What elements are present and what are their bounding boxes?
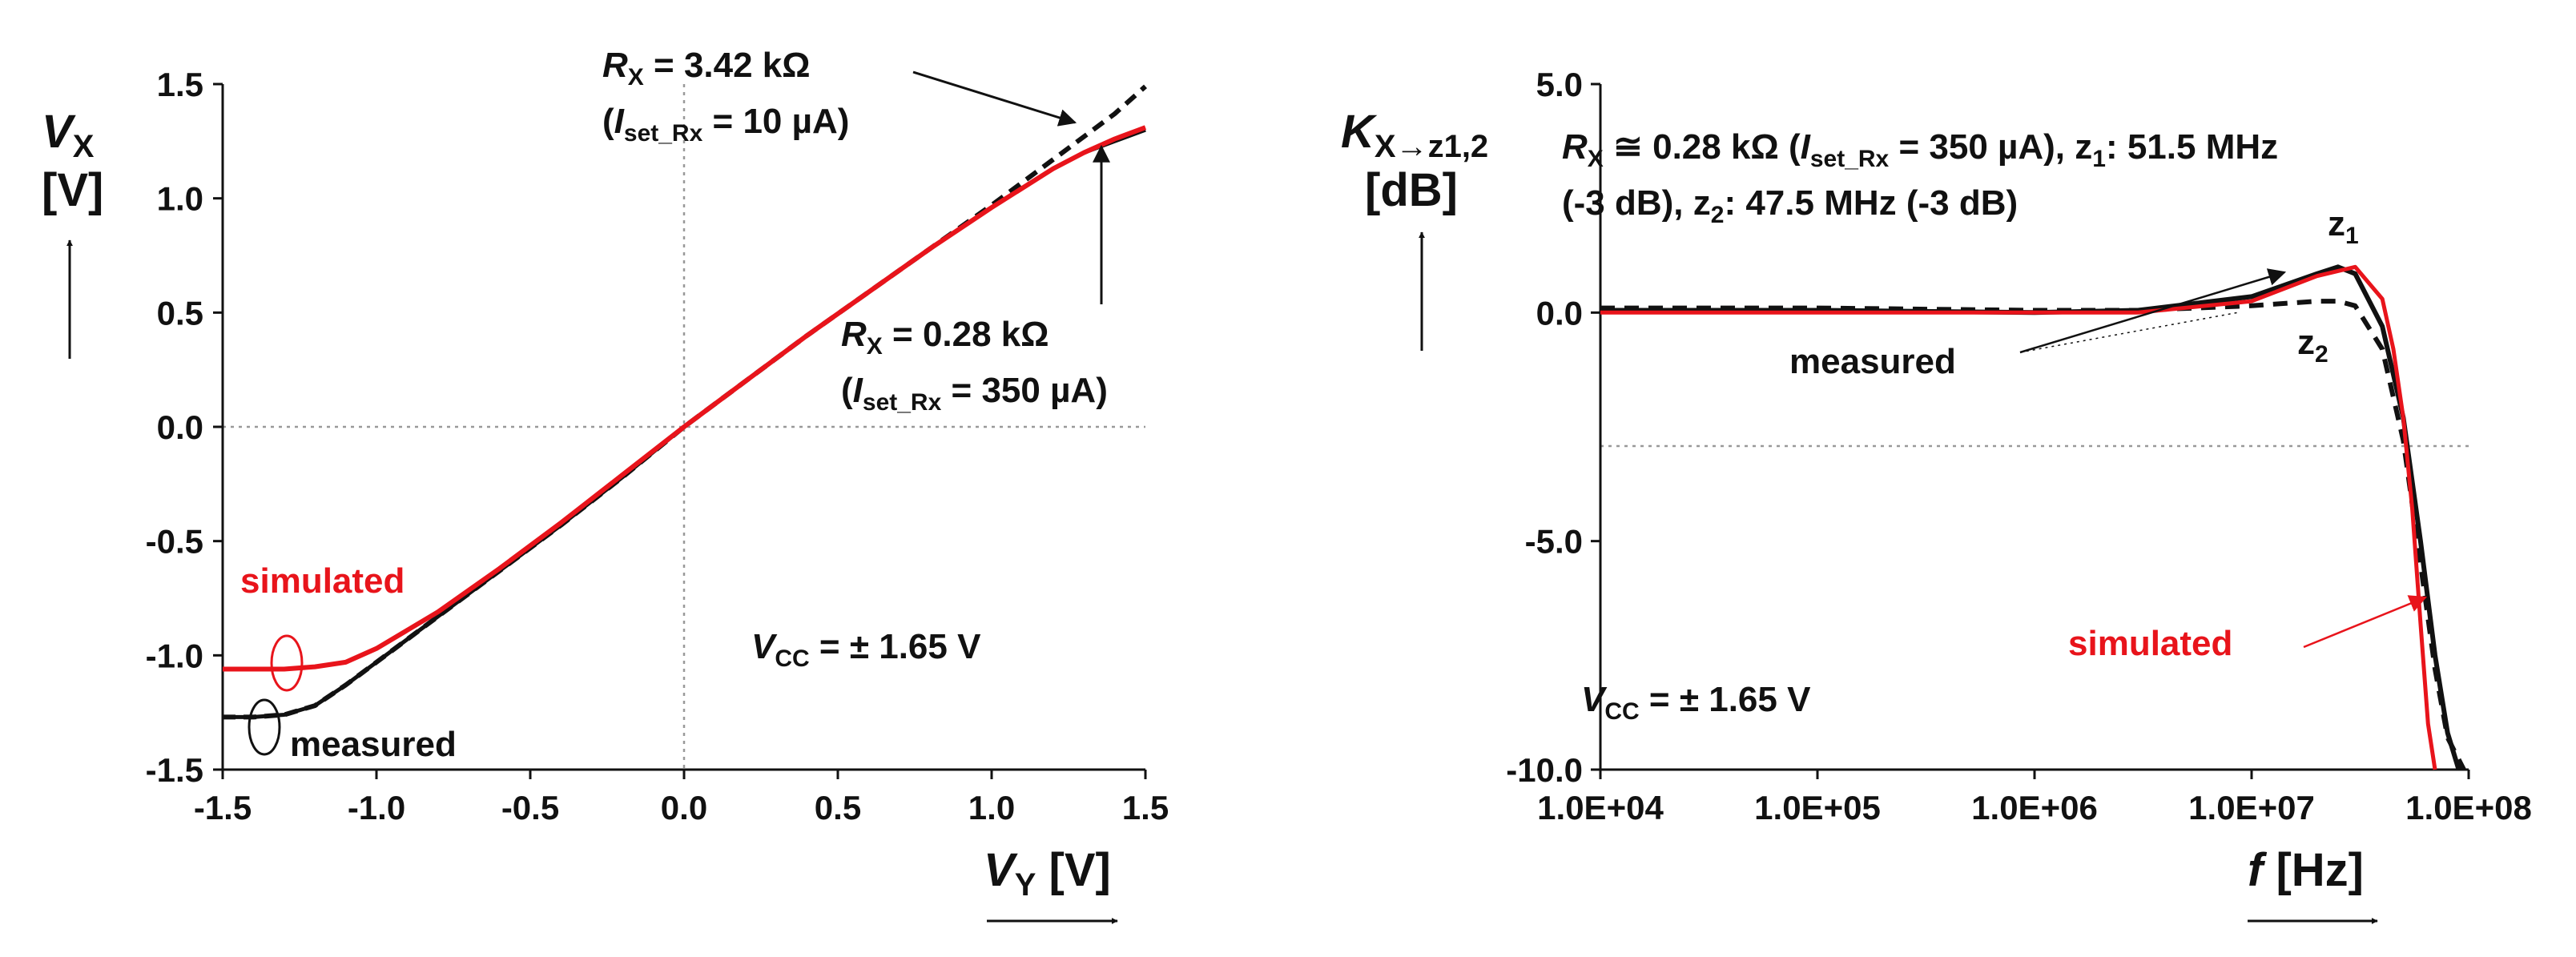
right-label-measured: measured [1789,342,1956,381]
right-label-z2: z2 [2297,323,2328,368]
chart-vx-vs-vy: 1.5 1.0 0.5 0.0 -0.5 -1.0 -1.5 -1.5 -1.0 -0.5 0.0… [42,46,1169,924]
right-x-tick-label: 1.0E+07 [2188,789,2315,826]
left-x-tick-label: 1.5 [1122,789,1169,826]
right-y-tick-label: 5.0 [1536,66,1583,103]
left-annotation-iset-low: (Iset_Rx = 350 µA) [841,371,1108,416]
right-arrow-measured-z2 [2019,312,2240,353]
right-arrow-measured-z1 [2019,268,2287,354]
left-series-layer [223,84,1147,720]
left-x-tick-label: 1.0 [968,789,1015,826]
chart-gain-vs-frequency: 5.00.0-5.0-10.0 1.0E+04 1.0E+05 1.0E+06 1.0… [1341,66,2532,924]
left-label-measured: measured [290,725,457,764]
left-y-tick-label: 0.0 [157,408,203,446]
left-y-tick-label: 1.5 [157,66,203,103]
right-series-measured-z2 [1600,299,2466,771]
right-x-tick-label: 1.0E+04 [1537,789,1664,826]
left-x-tick-label: -0.5 [501,789,559,826]
left-y-tick-label: -1.0 [146,637,203,674]
right-x-tick-label: 1.0E+08 [2405,789,2532,826]
left-label-simulated: simulated [240,561,405,601]
left-x-tick-label: -1.5 [194,789,252,826]
right-y-ticks: 5.0 0.0 -5.0 -10.0 [1506,66,1600,789]
left-y-tick-label: -1.5 [146,751,203,789]
left-series-simulated [223,125,1147,672]
right-annotation-line1: RX ≅ 0.28 kΩ (Iset_Rx = 350 µA), z1: 51.… [1562,127,2278,172]
left-y-unit: [V] [42,164,103,216]
left-x-title: VY [V] [984,844,1111,903]
right-x-title: f [Hz] [2248,844,2364,896]
left-y-ticks: 1.5 1.0 0.5 0.0 -0.5 -1.0 -1.5 [146,66,223,789]
left-annotation-vcc: VCC = ± 1.65 V [751,627,981,672]
left-y-title: VX [42,106,95,164]
right-y-tick-label: -10.0 [1506,751,1583,789]
left-measured-marker-ellipse [248,698,281,756]
left-x-ticks: -1.5 -1.0 -0.5 0.0 0.5 1.0 1.5 [194,770,1169,826]
right-label-simulated: simulated [2068,624,2232,663]
left-y-tick-label: -0.5 [146,523,203,561]
left-y-tick-label: 0.5 [157,294,203,332]
right-y-title: KX→z1,2 [1341,106,1488,164]
left-x-tick-label: 0.0 [661,789,707,826]
left-x-tick-label: -1.0 [348,789,405,826]
right-x-ticks: 1.0E+04 1.0E+05 1.0E+06 1.0E+07 1.0E+08 [1537,770,2532,826]
left-x-tick-label: 0.5 [815,789,861,826]
left-arrow-rx-high [912,70,1077,127]
left-annotation-rx-high: RX = 3.42 kΩ [602,46,811,90]
right-x-tick-label: 1.0E+05 [1754,789,1881,826]
right-annotation-line2: (-3 dB), z2: 47.5 MHz (-3 dB) [1562,183,2018,228]
right-y-unit: [dB] [1365,164,1458,216]
right-annotation-vcc: VCC = ± 1.65 V [1581,680,1811,725]
left-annotation-iset-high: (Iset_Rx = 10 µA) [602,102,849,147]
left-y-tick-label: 1.0 [157,180,203,218]
right-y-tick-label: 0.0 [1536,294,1583,332]
right-y-tick-label: -5.0 [1525,523,1583,561]
right-label-z1: z1 [2328,204,2359,249]
left-annotation-rx-low: RX = 0.28 kΩ [841,315,1049,360]
right-arrow-simulated [2303,595,2428,649]
left-simulated-marker-ellipse [270,634,304,692]
right-x-tick-label: 1.0E+06 [1971,789,2098,826]
